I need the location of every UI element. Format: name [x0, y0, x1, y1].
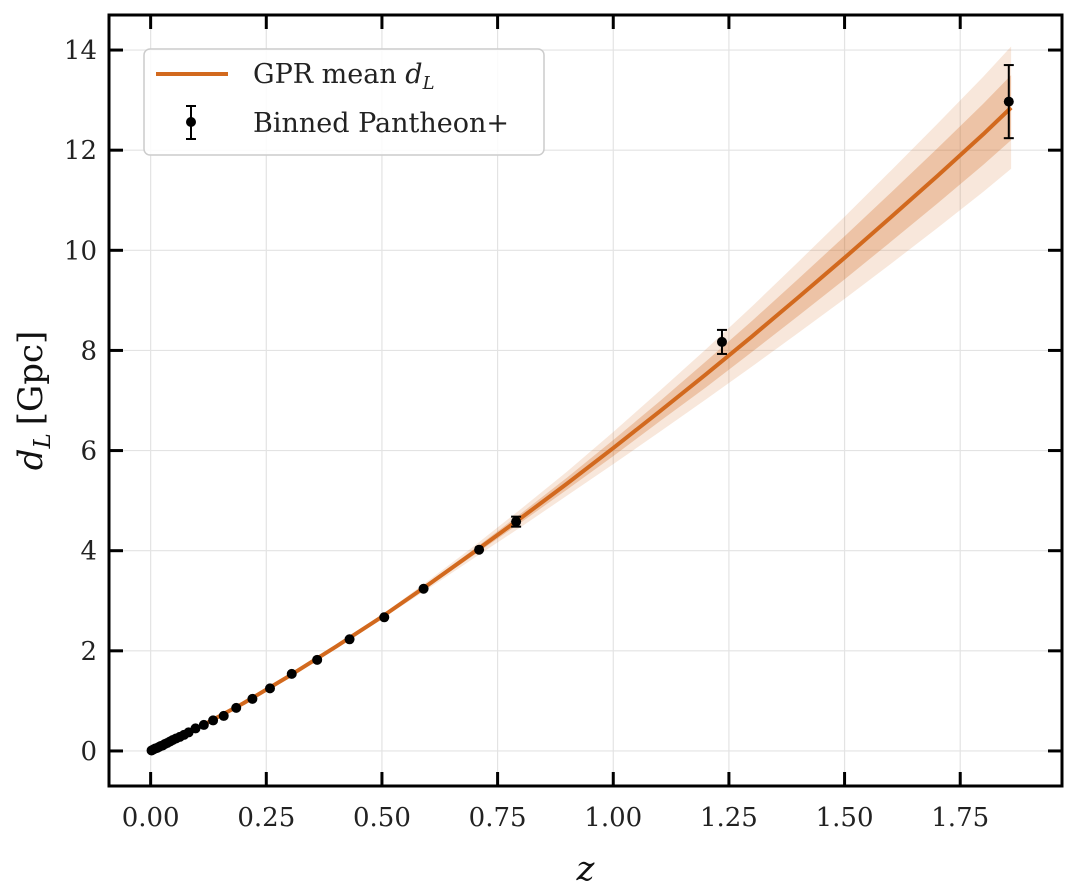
y-axis-title: dL[Gpc]	[11, 331, 56, 471]
data-point	[418, 583, 429, 594]
band-inner	[150, 75, 1012, 751]
data-point	[198, 719, 209, 730]
data-point	[247, 693, 258, 704]
y-tick-label: 0	[80, 737, 97, 767]
y-tick-label: 6	[80, 437, 97, 467]
y-tick-label: 4	[80, 537, 97, 567]
grid-lines	[109, 15, 1062, 786]
legend-errorbar-marker	[186, 105, 196, 140]
data-point	[379, 612, 390, 623]
legend-label-gpr: GPR mean dL	[253, 59, 435, 94]
data-point	[474, 544, 485, 555]
y-tick-labels: 0 2 4 6 8 10 12 14	[64, 36, 97, 767]
x-tick-label: 0.50	[353, 803, 411, 833]
data-point	[344, 634, 355, 645]
x-tick-labels: 0.00 0.25 0.50 0.75 1.00 1.25 1.50 1.75	[122, 803, 989, 833]
x-tick-label: 0.00	[122, 803, 180, 833]
x-tick-label: 1.75	[931, 803, 989, 833]
data-point	[286, 668, 297, 679]
x-tick-label: 1.00	[584, 803, 642, 833]
legend-box	[143, 48, 545, 156]
binned-pantheon-series	[146, 64, 1014, 756]
x-tick-label: 0.75	[469, 803, 527, 833]
data-point	[716, 336, 727, 347]
x-tick-label: 1.25	[700, 803, 758, 833]
y-tick-label: 14	[64, 36, 97, 66]
y-tick-label: 10	[64, 236, 97, 266]
y-tick-label: 12	[64, 136, 97, 166]
gpr-mean-line	[149, 106, 1013, 753]
data-point	[1003, 96, 1014, 107]
y-tick-label: 2	[80, 637, 97, 667]
x-tick-label: 0.25	[237, 803, 295, 833]
data-point	[264, 683, 275, 694]
gpr-mean-series	[149, 106, 1013, 753]
data-point	[218, 710, 229, 721]
legend: GPR mean dL Binned Pantheon+	[143, 48, 545, 156]
data-point	[312, 654, 323, 665]
x-tick-label: 1.50	[816, 803, 874, 833]
data-point	[208, 715, 219, 726]
plot-frame	[107, 13, 1064, 788]
data-point	[231, 702, 242, 713]
x-axis-title: z	[576, 849, 596, 889]
data-point	[511, 516, 522, 527]
y-tick-label: 8	[80, 336, 97, 366]
data-point	[190, 723, 201, 734]
axis-ticks	[109, 15, 1062, 786]
legend-label-pantheon: Binned Pantheon+	[253, 108, 509, 139]
